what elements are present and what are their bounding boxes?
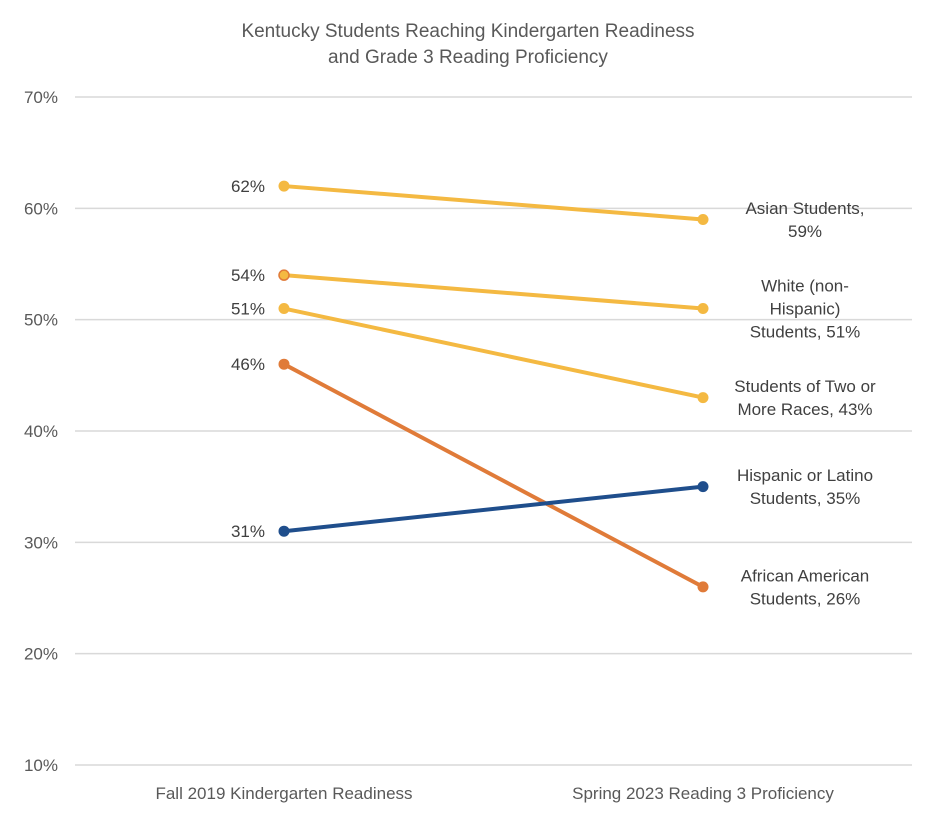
series-group: [278, 180, 709, 593]
chart-title-line-1: Kentucky Students Reaching Kindergarten …: [241, 21, 694, 42]
gridlines: [75, 96, 912, 766]
y-tick-label: 40%: [24, 422, 58, 441]
y-tick-label: 60%: [24, 199, 58, 218]
series-white-non-hispanic-students: [278, 269, 709, 315]
data-point: [697, 213, 709, 225]
data-point: [278, 525, 290, 537]
data-point: [278, 269, 290, 281]
y-tick-label: 70%: [24, 88, 58, 107]
series-line: [282, 306, 705, 400]
end-label-line: Students, 26%: [750, 589, 861, 608]
end-label-line: 59%: [788, 222, 822, 241]
y-tick-label: 20%: [24, 645, 58, 664]
start-value-label: 31%: [231, 522, 265, 541]
end-series-label: Asian Students, 59%: [745, 199, 864, 241]
x-category-label: Fall 2019 Kindergarten Readiness: [155, 784, 412, 803]
series-line: [282, 484, 705, 534]
end-label-line: Hispanic): [770, 300, 841, 319]
end-label-line: More Races, 43%: [737, 400, 872, 419]
end-label-line: Hispanic or Latino: [737, 466, 873, 485]
data-point: [278, 180, 290, 192]
start-value-label: 62%: [231, 177, 265, 196]
data-point: [697, 303, 709, 315]
series-line: [282, 184, 705, 222]
y-tick-label: 10%: [24, 756, 58, 775]
series-line: [282, 273, 705, 311]
series-line: [282, 362, 705, 589]
data-point: [697, 481, 709, 493]
start-value-label: 46%: [231, 355, 265, 374]
end-label-line: African American: [741, 566, 870, 585]
chart-title-line-2: and Grade 3 Reading Proficiency: [328, 47, 608, 68]
series-hispanic-or-latino-students: [278, 481, 709, 537]
y-tick-label: 50%: [24, 311, 58, 330]
x-axis: Fall 2019 Kindergarten Readiness Spring …: [155, 784, 834, 803]
data-point: [697, 581, 709, 593]
y-tick-label: 30%: [24, 533, 58, 552]
end-series-label: Hispanic or Latino Students, 35%: [737, 466, 873, 508]
series-african-american-students: [278, 358, 709, 593]
end-series-label: African American Students, 26%: [741, 566, 870, 608]
data-labels: 62% Asian Students, 59% 54% White (non- Hispa…: [231, 177, 876, 608]
end-series-label: White (non- Hispanic) Students, 51%: [750, 277, 861, 342]
end-label-line: White (non-: [761, 277, 849, 296]
x-category-label: Spring 2023 Reading 3 Proficiency: [572, 784, 834, 803]
start-value-label: 51%: [231, 300, 265, 319]
end-label-line: Students of Two or: [734, 377, 876, 396]
data-point: [278, 358, 290, 370]
start-value-label: 54%: [231, 266, 265, 285]
end-label-line: Students, 35%: [750, 489, 861, 508]
series-asian-students: [278, 180, 709, 225]
end-series-label: Students of Two or More Races, 43%: [734, 377, 876, 419]
series-students-of-two-or-more-races: [278, 303, 709, 404]
end-label-line: Asian Students,: [745, 199, 864, 218]
y-axis: 10% 20% 30% 40% 50% 60% 70%: [24, 88, 58, 775]
data-point: [697, 392, 709, 404]
data-point: [278, 303, 290, 315]
end-label-line: Students, 51%: [750, 323, 861, 342]
chart-title: Kentucky Students Reaching Kindergarten …: [241, 21, 694, 68]
